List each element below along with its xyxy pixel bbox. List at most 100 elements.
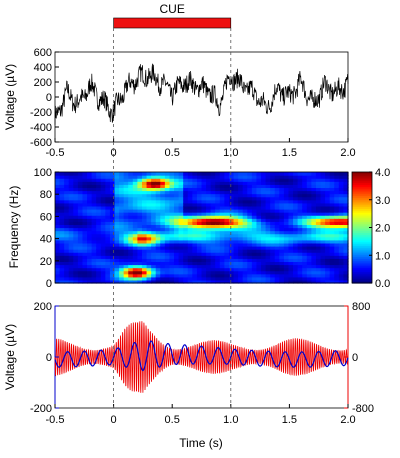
spectrogram-cell [196, 239, 203, 244]
spectrogram-cell [325, 193, 331, 198]
spectrogram-cell [123, 209, 129, 213]
spectrogram-cell [306, 239, 312, 244]
spectrogram-cell [77, 190, 84, 195]
spectrogram-cell [160, 205, 166, 210]
spectrogram-cell [311, 227, 317, 232]
spectrogram-cell [100, 209, 106, 213]
spectrogram-cell [201, 181, 207, 185]
spectrogram-cell [228, 233, 235, 238]
spectrogram-cell [201, 193, 207, 198]
spectrogram-cell [265, 212, 271, 216]
spectrogram-cell [155, 279, 161, 284]
spectrogram-cell [238, 233, 244, 238]
spectrogram-cell [174, 246, 180, 250]
spectrogram-cell [283, 218, 290, 222]
spectrogram-cell [228, 202, 235, 207]
spectrogram-cell [283, 236, 290, 241]
spectrogram-cell [96, 233, 102, 238]
spectrogram-cell [210, 199, 216, 204]
spectrogram-cell [306, 258, 312, 263]
spectrogram-cell [315, 246, 322, 250]
spectrogram-cell [91, 196, 97, 201]
spectrogram-cell [283, 252, 290, 256]
colorbar-swatch [352, 183, 372, 186]
spectrogram-cell [178, 202, 184, 207]
spectrogram-cell [238, 236, 244, 241]
spectrogram-cell [128, 184, 134, 189]
spectrogram-cell [219, 224, 225, 229]
spectrogram-cell [293, 181, 299, 185]
spectrogram-cell [338, 267, 345, 272]
spectrogram-cell [141, 190, 148, 195]
spectrogram-cell [261, 178, 267, 182]
spectrogram-cell [155, 246, 161, 250]
spectrogram-cell [315, 239, 322, 244]
spectrogram-cell [251, 181, 258, 185]
spectrogram-cell [251, 190, 258, 195]
spectrogram-cell [343, 249, 349, 253]
spectrogram-cell [242, 255, 248, 259]
spectrogram-cell [325, 175, 331, 179]
spectrogram-cell [206, 276, 212, 281]
spectrogram-cell [302, 184, 308, 189]
spectrogram-cell [242, 205, 248, 210]
spectrogram-cell [132, 276, 139, 281]
spectrogram-cell [114, 202, 120, 207]
spectrogram-cell [320, 246, 326, 250]
spectrogram-cell [238, 224, 244, 229]
spectrogram-cell [274, 227, 280, 232]
spectrogram-cell [224, 276, 230, 281]
spectrogram-cell [302, 178, 308, 182]
spectrogram-cell [64, 279, 70, 284]
spectrogram-cell [242, 184, 248, 189]
spectrogram-cell [137, 209, 143, 213]
colorbar-swatch [352, 258, 372, 262]
spectrogram-cell [320, 267, 326, 272]
spectrogram-cell [160, 246, 166, 250]
spectrogram-cell [155, 255, 161, 259]
spectrogram-cell [206, 202, 212, 207]
spectrogram-cell [224, 209, 230, 213]
spectrogram-cell [306, 249, 312, 253]
colorbar-swatch [352, 207, 372, 210]
spectrogram-cell [96, 267, 102, 272]
spectrogram-cell [242, 273, 248, 278]
spectrogram-cell [238, 258, 244, 263]
spectrogram-cell [242, 279, 248, 284]
spectrogram-cell [201, 252, 207, 256]
spectrogram-cell [114, 175, 120, 179]
spectrogram-cell [128, 227, 134, 232]
spectrogram-cell [334, 261, 340, 266]
spectrogram-cell [325, 184, 331, 189]
spectrogram-cell [251, 205, 258, 210]
spectrogram-cell [132, 187, 139, 192]
spectrogram-cell [251, 187, 258, 192]
spectrogram-cell [155, 215, 161, 219]
spectrogram-cell [192, 246, 198, 250]
spectrogram-cell [91, 184, 97, 189]
spectrogram-cell [169, 221, 175, 226]
spectrogram-cell [128, 190, 134, 195]
spectrogram-cell [261, 267, 267, 272]
spectrogram-cell [87, 264, 93, 269]
spectrogram-cell [141, 221, 148, 226]
spectrogram-cell [183, 279, 189, 284]
spectrogram-cell [315, 196, 322, 201]
spectrogram-cell [155, 227, 161, 232]
spectrogram-cell [87, 172, 93, 176]
spectrogram-cell [73, 227, 79, 232]
spectrogram-cell [155, 196, 161, 201]
spectrogram-cell [228, 199, 235, 204]
spectrogram-cell [256, 205, 262, 210]
spectrogram-cell [96, 224, 102, 229]
spectrogram-cell [178, 249, 184, 253]
spectrogram-cell [68, 236, 74, 241]
spectrogram-cell [59, 242, 65, 247]
spectrogram-cell [196, 196, 203, 201]
spectrogram-cell [315, 273, 322, 278]
spectrogram-cell [174, 202, 180, 207]
spectrogram-cell [279, 187, 285, 192]
spectrogram-cell [137, 205, 143, 210]
spectrogram-cell [137, 184, 143, 189]
spectrogram-cell [114, 212, 120, 216]
